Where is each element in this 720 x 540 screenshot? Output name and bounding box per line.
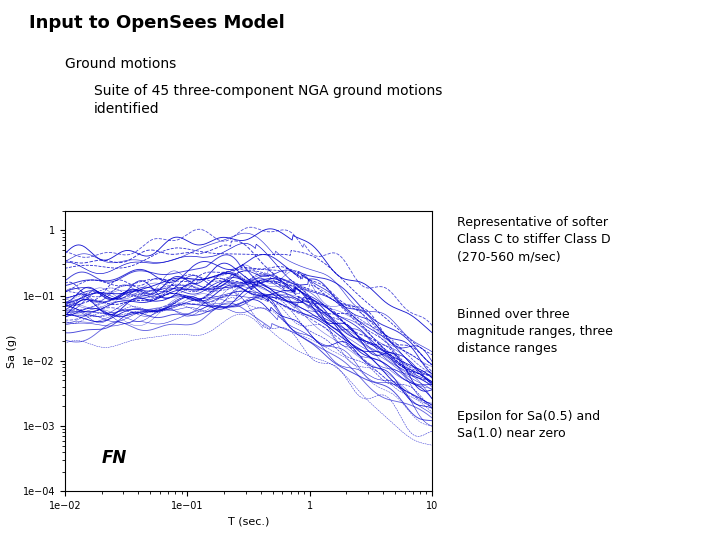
Text: Ground motions: Ground motions [65,57,176,71]
X-axis label: T (sec.): T (sec.) [228,517,269,526]
Y-axis label: Sa (g): Sa (g) [7,334,17,368]
Text: Representative of softer
Class C to stiffer Class D
(270-560 m/sec): Representative of softer Class C to stif… [457,216,611,263]
Text: Binned over three
magnitude ranges, three
distance ranges: Binned over three magnitude ranges, thre… [457,308,613,355]
Text: Epsilon for Sa(0.5) and
Sa(1.0) near zero: Epsilon for Sa(0.5) and Sa(1.0) near zer… [457,410,600,441]
Text: FN: FN [102,449,127,467]
Text: Input to OpenSees Model: Input to OpenSees Model [29,14,284,31]
Text: Suite of 45 three-component NGA ground motions
identified: Suite of 45 three-component NGA ground m… [94,84,442,116]
